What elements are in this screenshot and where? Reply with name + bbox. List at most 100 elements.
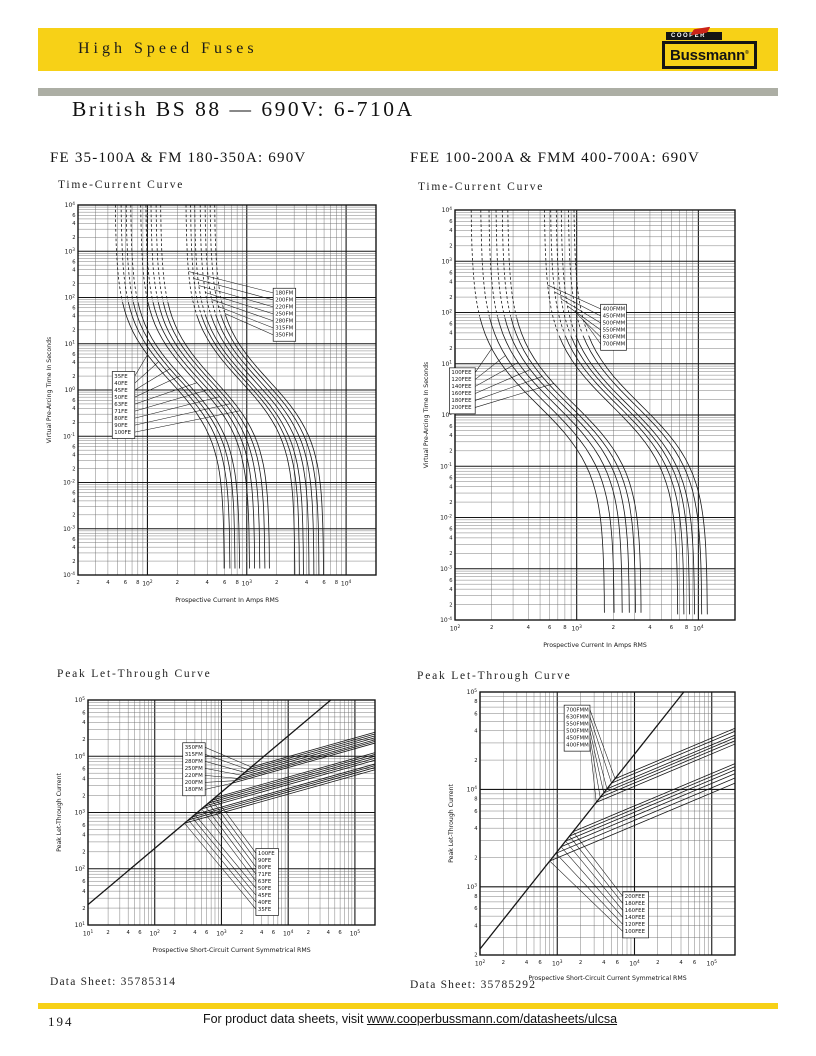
- svg-text:220FM: 220FM: [185, 773, 203, 779]
- svg-text:180FM: 180FM: [275, 291, 293, 297]
- time-current-chart-fe-fm: 102 103 104 2 4 6 8 2 4 6 8 2 4 6 8 10-4 10-3 10-2 10-1 100…: [46, 201, 377, 604]
- svg-text:4: 4: [602, 960, 606, 966]
- svg-text:35FE: 35FE: [258, 907, 272, 913]
- svg-text:2: 2: [82, 906, 85, 912]
- svg-text:4: 4: [82, 889, 86, 895]
- svg-text:10-3: 10-3: [440, 565, 452, 573]
- svg-text:500FMM: 500FMM: [566, 728, 589, 734]
- svg-text:140FEE: 140FEE: [625, 915, 646, 921]
- svg-text:101: 101: [442, 360, 453, 368]
- svg-text:4: 4: [193, 930, 197, 936]
- svg-text:4: 4: [449, 433, 453, 439]
- svg-text:Peak Let-Through Current: Peak Let-Through Current: [56, 773, 63, 852]
- svg-text:105: 105: [707, 959, 718, 967]
- svg-text:8: 8: [136, 580, 140, 586]
- chart-title-peak-let-through-right: Peak Let-Through Curve: [417, 670, 572, 682]
- svg-text:2: 2: [275, 580, 278, 586]
- svg-text:103: 103: [442, 257, 453, 265]
- svg-text:4: 4: [72, 221, 76, 227]
- svg-text:10-4: 10-4: [440, 616, 452, 624]
- registered-mark: ®: [745, 50, 749, 56]
- svg-text:103: 103: [216, 929, 227, 937]
- divider-bar: [38, 88, 778, 96]
- svg-text:2: 2: [449, 346, 452, 352]
- svg-text:2: 2: [72, 420, 75, 426]
- svg-text:2: 2: [176, 580, 179, 586]
- svg-text:6: 6: [548, 625, 552, 631]
- svg-text:2: 2: [106, 930, 109, 936]
- svg-text:2: 2: [173, 930, 176, 936]
- svg-text:160FEE: 160FEE: [625, 908, 646, 914]
- svg-text:2: 2: [474, 855, 477, 861]
- svg-text:2: 2: [449, 551, 452, 557]
- svg-text:8: 8: [563, 625, 567, 631]
- svg-text:90FE: 90FE: [258, 858, 272, 864]
- section-heading-fe-fm: FE 35-100A & FM 180-350A: 690V: [50, 150, 307, 166]
- svg-text:2: 2: [72, 559, 75, 565]
- svg-text:6: 6: [72, 259, 75, 265]
- svg-text:4: 4: [305, 580, 309, 586]
- svg-text:6: 6: [538, 960, 542, 966]
- svg-text:2: 2: [656, 960, 659, 966]
- svg-text:6: 6: [449, 424, 452, 430]
- svg-text:2: 2: [76, 580, 79, 586]
- svg-text:4: 4: [260, 930, 264, 936]
- svg-text:2: 2: [579, 960, 582, 966]
- svg-text:35FE: 35FE: [114, 374, 128, 380]
- svg-text:4: 4: [206, 580, 210, 586]
- banner-title: High Speed Fuses: [78, 40, 258, 57]
- svg-text:10-1: 10-1: [63, 432, 75, 440]
- svg-text:101: 101: [65, 340, 76, 348]
- svg-text:4: 4: [527, 625, 531, 631]
- svg-text:103: 103: [75, 808, 86, 816]
- svg-text:100FEE: 100FEE: [625, 929, 646, 935]
- svg-text:2: 2: [72, 281, 75, 287]
- svg-text:4: 4: [72, 360, 76, 366]
- svg-text:6: 6: [72, 352, 75, 358]
- svg-text:8: 8: [474, 894, 477, 900]
- svg-text:Prospective Short-Circuit Curr: Prospective Short-Circuit Current Symmet…: [528, 975, 686, 982]
- svg-text:4: 4: [327, 930, 331, 936]
- svg-text:6: 6: [72, 306, 75, 312]
- svg-text:2: 2: [502, 960, 505, 966]
- svg-text:500FMM: 500FMM: [603, 321, 626, 327]
- svg-text:6: 6: [72, 398, 75, 404]
- svg-text:2: 2: [449, 602, 452, 608]
- datasheets-link[interactable]: www.cooperbussmann.com/datasheets/ulcsa: [366, 1012, 618, 1026]
- svg-text:8: 8: [685, 625, 689, 631]
- svg-text:4: 4: [82, 833, 86, 839]
- svg-text:2: 2: [82, 737, 85, 743]
- svg-text:6: 6: [693, 960, 697, 966]
- svg-text:550FMM: 550FMM: [566, 721, 589, 727]
- svg-text:2: 2: [449, 295, 452, 301]
- svg-text:40FE: 40FE: [114, 381, 128, 387]
- svg-text:315FM: 315FM: [275, 326, 293, 332]
- svg-text:102: 102: [442, 308, 453, 316]
- svg-text:104: 104: [65, 201, 76, 209]
- svg-text:120FEE: 120FEE: [451, 377, 472, 383]
- svg-text:6: 6: [72, 213, 75, 219]
- svg-text:Virtual Pre-Arcing Time In Sec: Virtual Pre-Arcing Time In Seconds: [46, 337, 53, 444]
- svg-text:45FE: 45FE: [114, 388, 128, 394]
- svg-text:250FM: 250FM: [185, 766, 203, 772]
- svg-text:2: 2: [449, 500, 452, 506]
- svg-text:550FMM: 550FMM: [603, 328, 626, 334]
- svg-text:4: 4: [449, 587, 453, 593]
- svg-text:6: 6: [82, 823, 85, 829]
- svg-text:40FE: 40FE: [258, 900, 272, 906]
- svg-text:350FM: 350FM: [185, 745, 203, 751]
- svg-text:2: 2: [240, 930, 243, 936]
- footer-note: For product data sheets, visit www.coope…: [150, 1012, 670, 1026]
- svg-text:4: 4: [449, 484, 453, 490]
- svg-text:4: 4: [82, 776, 86, 782]
- svg-text:180FEE: 180FEE: [451, 398, 472, 404]
- svg-text:2: 2: [72, 513, 75, 519]
- svg-text:4: 4: [449, 228, 453, 234]
- svg-text:Prospective Current In Amps RM: Prospective Current In Amps RMS: [543, 642, 647, 649]
- svg-text:6: 6: [72, 537, 75, 543]
- svg-text:103: 103: [552, 959, 563, 967]
- svg-text:2: 2: [82, 850, 85, 856]
- chart-title-time-current-left: Time-Current Curve: [58, 179, 185, 191]
- svg-text:200FEE: 200FEE: [625, 894, 646, 900]
